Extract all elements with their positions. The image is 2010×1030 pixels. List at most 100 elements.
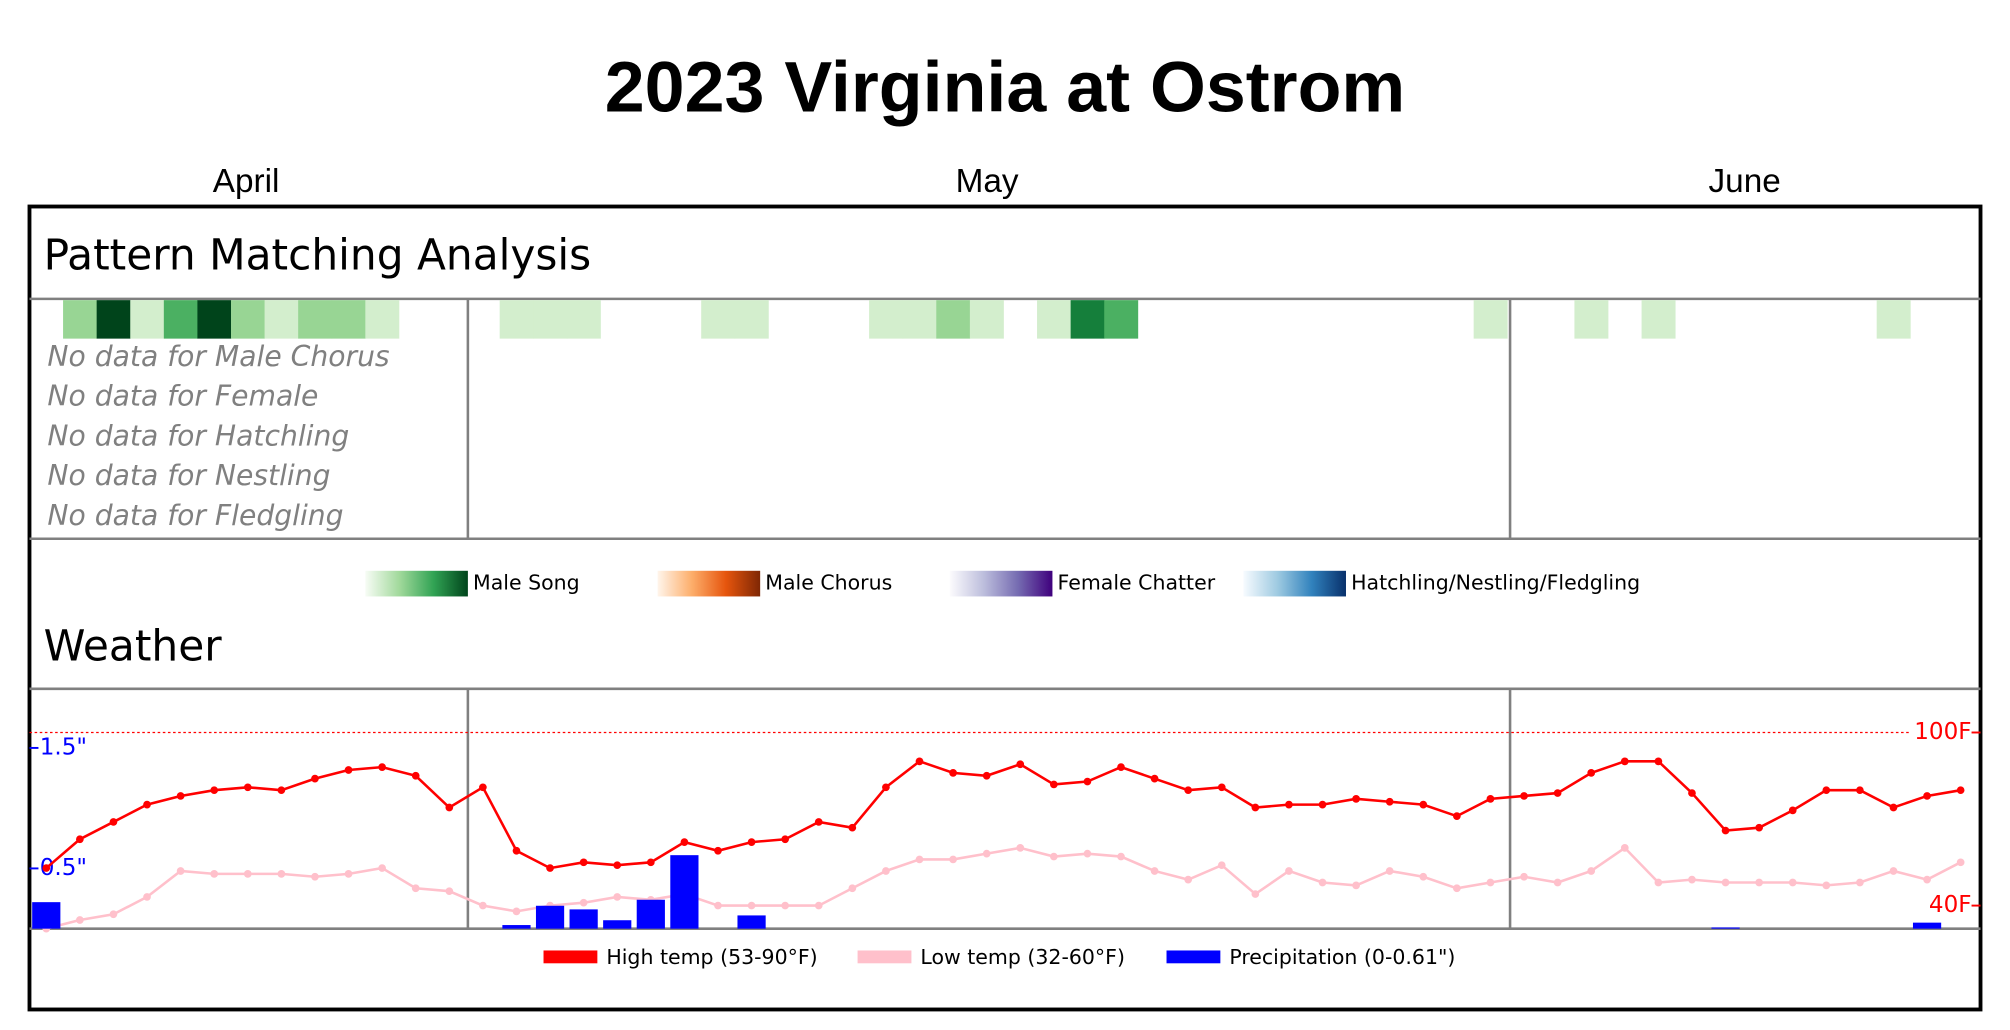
heat-cell [298, 300, 333, 339]
temp-point [1217, 783, 1226, 792]
temp-point [1419, 800, 1428, 809]
temp-point [1688, 789, 1696, 797]
temp-point [1419, 872, 1428, 881]
precip-bar [737, 915, 766, 929]
temp-point [42, 864, 51, 872]
y2-tick-label: 100F [1914, 719, 1971, 745]
temp-point [1587, 867, 1596, 875]
temp-point [109, 818, 118, 826]
legend-swatch [949, 570, 1053, 597]
legend-label: Hatchling/Nestling/Fledgling [1351, 571, 1640, 595]
temp-point [243, 783, 252, 792]
temp-point [109, 910, 118, 919]
temp-point [243, 870, 252, 878]
no-data-label: No data for Male Chorus [47, 340, 390, 373]
temp-line [45, 759, 1961, 870]
heat-cell [499, 300, 534, 339]
temp-point [1150, 774, 1159, 783]
temp-point [982, 771, 991, 780]
temp-point [277, 870, 286, 878]
temp-point [949, 855, 957, 864]
heat-cell [936, 300, 971, 339]
temp-point [1956, 786, 1965, 795]
y2-tick-label: 40F [1929, 892, 1972, 918]
temp-point [1553, 789, 1562, 797]
temp-point [1654, 878, 1663, 887]
legend-swatch [543, 950, 598, 964]
heat-cell [331, 300, 366, 339]
temp-point [311, 774, 319, 783]
heat-cell [365, 300, 400, 339]
temp-point [1620, 844, 1629, 852]
legend-swatch [1166, 950, 1221, 964]
temp-point [1453, 884, 1461, 893]
temp-point [1856, 786, 1864, 795]
temp-point [882, 783, 890, 792]
temp-point [1520, 792, 1528, 800]
heat-cell [163, 300, 198, 339]
temp-point [1889, 867, 1898, 875]
temp-point [646, 858, 655, 867]
temp-point [949, 769, 957, 777]
temp-point [1385, 797, 1394, 806]
month-label: June [1709, 163, 1781, 200]
heat-cell [533, 300, 568, 339]
temp-point [1620, 757, 1629, 766]
dividers [29, 297, 1981, 930]
temp-point [546, 864, 554, 872]
heat-cell [734, 300, 769, 339]
temp-point [210, 786, 219, 795]
temp-line [45, 846, 1962, 930]
temp-point [411, 771, 420, 780]
temp-point [579, 898, 588, 907]
temp-point [479, 783, 487, 792]
temp-point [1251, 890, 1260, 898]
temp-point [1856, 878, 1864, 887]
temp-point [176, 792, 185, 800]
temp-point [1923, 875, 1931, 884]
temp-point [1117, 763, 1125, 771]
temp-point [1923, 792, 1931, 800]
temp-point [714, 846, 722, 855]
heat-cell [1876, 300, 1911, 339]
temp-point [1016, 844, 1025, 852]
temp-point [1721, 878, 1730, 887]
heat-cell [197, 300, 232, 339]
temp-point [1688, 875, 1696, 884]
temp-point [1486, 794, 1495, 803]
temp-point [1788, 806, 1797, 815]
temp-point [176, 867, 185, 875]
temp-point [915, 855, 924, 864]
precip-bar [603, 920, 632, 929]
temp-point [1721, 826, 1730, 835]
temp-point [1385, 867, 1394, 875]
temp-point [1956, 858, 1965, 867]
temp-point [1083, 777, 1092, 786]
section-title: Weather [44, 622, 223, 671]
precip-bar [1912, 922, 1942, 929]
temp-point [915, 757, 924, 766]
temp-point [882, 867, 890, 875]
legend-label: Male Song [473, 571, 580, 595]
temp-point [1049, 852, 1058, 861]
temp-point [1822, 786, 1831, 795]
temp-point [781, 901, 790, 910]
heat-cell [1574, 300, 1609, 339]
precip-bar [1711, 927, 1740, 929]
y-tick-label: 1.5" [40, 734, 87, 760]
temp-point [1285, 800, 1293, 809]
section-title: Pattern Matching Analysis [44, 230, 592, 279]
temp-point [344, 766, 353, 774]
temp-point [579, 858, 588, 867]
temp-point [814, 901, 823, 910]
temp-point [210, 870, 219, 878]
temp-point [814, 818, 823, 826]
temp-point [378, 763, 386, 771]
heat-cell [969, 300, 1004, 339]
temp-point [76, 835, 84, 844]
temp-point [1318, 878, 1327, 887]
temp-point [781, 835, 790, 844]
legend-label: Female Chatter [1058, 571, 1216, 595]
legend-swatch [657, 570, 761, 597]
